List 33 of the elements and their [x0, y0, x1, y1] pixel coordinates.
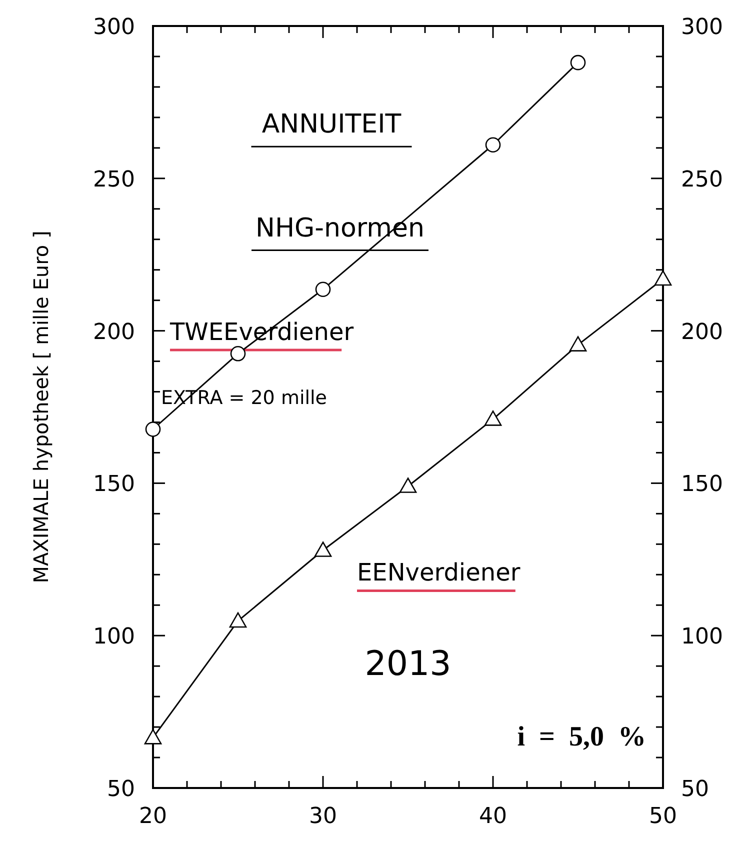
- point: [145, 422, 161, 437]
- annotation: 2013: [364, 644, 452, 684]
- point: [485, 137, 501, 153]
- y2-tick-label: 150: [681, 472, 723, 498]
- point: [314, 542, 332, 557]
- y-tick-label: 150: [93, 472, 135, 498]
- y-tick-label: 100: [93, 624, 135, 650]
- y-tick-label: 50: [107, 777, 135, 802]
- y2-tick-label: 100: [681, 624, 723, 650]
- x-tick-label: 20: [139, 804, 167, 829]
- y2-tick-label: 250: [681, 167, 723, 192]
- y-tick-label: 300: [93, 15, 135, 40]
- y2-tick-label: 200: [681, 320, 723, 345]
- x-tick-label: 30: [309, 804, 337, 829]
- point: [315, 282, 331, 297]
- point: [399, 478, 417, 493]
- y2-tick-label: 50: [681, 777, 709, 802]
- point: [229, 612, 247, 628]
- point: [654, 270, 672, 286]
- point: [230, 346, 246, 362]
- point: [569, 336, 587, 352]
- series-label: EENverdiener: [357, 558, 520, 587]
- point: [484, 410, 502, 426]
- y-axis-title: MAXIMALE hypotheek [ mille Euro ]: [29, 230, 53, 584]
- point: [144, 729, 162, 744]
- y-tick-label: 250: [93, 167, 135, 192]
- y-tick-label: 200: [93, 320, 135, 345]
- point: [570, 54, 586, 70]
- annotation: ANNUITEIT: [262, 110, 402, 140]
- y2-tick-label: 300: [681, 15, 723, 40]
- x-tick-label: 40: [479, 804, 507, 829]
- annotation: i = 5,0 %: [517, 721, 646, 752]
- x-tick-label: 50: [649, 804, 677, 829]
